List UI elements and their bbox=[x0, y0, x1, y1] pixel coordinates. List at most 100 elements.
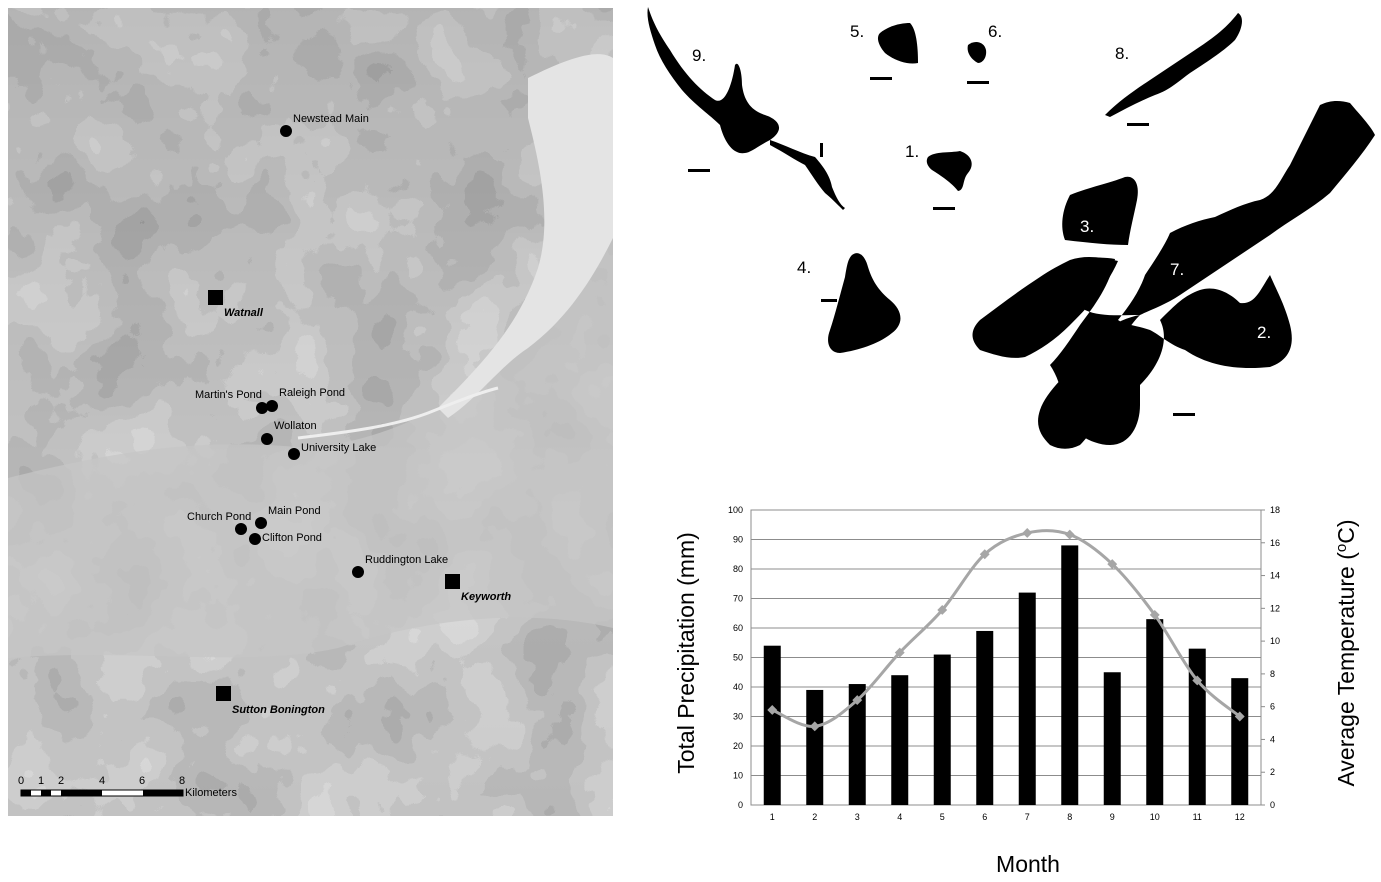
site-marker bbox=[280, 125, 292, 137]
y2-tick-label: 0 bbox=[1270, 800, 1275, 810]
temp-point bbox=[809, 721, 820, 732]
y2-tick-label: 16 bbox=[1270, 538, 1280, 548]
precip-bar bbox=[848, 684, 866, 805]
site-label: University Lake bbox=[301, 442, 376, 454]
site-university: University Lake bbox=[288, 442, 376, 460]
precip-bar bbox=[1103, 672, 1121, 805]
site-label: Raleigh Pond bbox=[279, 387, 345, 399]
station-label: Sutton Bonington bbox=[232, 704, 325, 716]
trent-valley bbox=[438, 54, 613, 418]
y2-tick-label: 4 bbox=[1270, 734, 1275, 744]
station-sutton: Sutton Bonington bbox=[216, 686, 325, 716]
y2-tick-label: 8 bbox=[1270, 669, 1275, 679]
y-tick-label: 60 bbox=[733, 623, 743, 633]
station-label: Watnall bbox=[224, 307, 264, 319]
y-tick-label: 20 bbox=[733, 741, 743, 751]
site-newstead: Newstead Main bbox=[280, 113, 369, 137]
site-markers: Newstead Main Martin's Pond Raleigh Pond… bbox=[187, 113, 448, 578]
lake-shape-6: 6. bbox=[967, 22, 1002, 84]
site-martins: Martin's Pond bbox=[195, 389, 268, 414]
x-tick-label: 12 bbox=[1235, 812, 1245, 822]
site-label: Martin's Pond bbox=[195, 389, 262, 401]
scale-tick-label: 0 bbox=[18, 775, 24, 787]
site-label: Church Pond bbox=[187, 511, 251, 523]
site-marker bbox=[249, 533, 261, 545]
precipitation-bars bbox=[763, 545, 1249, 805]
x-tick-label: 6 bbox=[982, 812, 987, 822]
y-tick-label: 80 bbox=[733, 564, 743, 574]
lake-shape-5: 5. bbox=[850, 22, 918, 80]
scale-tick-label: 4 bbox=[99, 775, 105, 787]
lake-label-5: 5. bbox=[850, 22, 864, 41]
lake-label-2: 2. bbox=[1257, 323, 1271, 342]
y2-tick-label: 6 bbox=[1270, 702, 1275, 712]
site-label: Ruddington Lake bbox=[365, 554, 448, 566]
y2-tick-label: 18 bbox=[1270, 505, 1280, 515]
x-tick-label: 9 bbox=[1110, 812, 1115, 822]
lake-label-1: 1. bbox=[905, 142, 919, 161]
y2-axis-title-sup: o bbox=[1333, 544, 1350, 552]
station-label: Keyworth bbox=[461, 591, 511, 603]
lake-label-6: 6. bbox=[988, 22, 1002, 41]
scale-bar-segment bbox=[41, 790, 51, 796]
temp-point bbox=[1234, 711, 1245, 722]
lake-label-8: 8. bbox=[1115, 44, 1129, 63]
site-ruddington: Ruddington Lake bbox=[352, 554, 448, 578]
climate-chart: 0 10 20 30 40 50 60 70 80 90 100 0 2 4 6 8 10 12 14 16 18 1 2 3… bbox=[660, 490, 1381, 877]
temp-point bbox=[1107, 559, 1118, 570]
y2-axis-title-main: Average Temperature ( bbox=[1333, 552, 1359, 787]
site-label: Wollaton bbox=[274, 420, 317, 432]
precip-bar bbox=[976, 630, 994, 805]
x-tick-label: 1 bbox=[770, 812, 775, 822]
lake-shape-3: 3. bbox=[1062, 176, 1138, 245]
y-tick-label: 90 bbox=[733, 535, 743, 545]
temp-point bbox=[767, 704, 778, 715]
y2-axis-title: Average Temperature (oC) bbox=[1333, 519, 1360, 786]
temp-point bbox=[1064, 529, 1075, 540]
scale-tick-label: 1 bbox=[38, 775, 44, 787]
site-clifton: Clifton Pond bbox=[249, 532, 322, 545]
x-tick-label: 7 bbox=[1025, 812, 1030, 822]
floodplain bbox=[8, 238, 613, 658]
x-tick-label: 10 bbox=[1150, 812, 1160, 822]
y-tick-label: 40 bbox=[733, 682, 743, 692]
y2-tick-label: 14 bbox=[1270, 571, 1280, 581]
x-axis-title: Month bbox=[996, 851, 1060, 877]
site-marker bbox=[288, 448, 300, 460]
scale-tick-label: 6 bbox=[139, 775, 145, 787]
lake-outlines-canvas: 9. 5. 6. 8. 1. 4. bbox=[647, 7, 1375, 449]
y2-tick-label: 2 bbox=[1270, 767, 1275, 777]
site-label: Newstead Main bbox=[293, 113, 369, 125]
station-keyworth: Keyworth bbox=[445, 574, 511, 603]
temp-point bbox=[979, 549, 990, 560]
scale-unit: Kilometers bbox=[185, 787, 237, 799]
precip-bar bbox=[891, 675, 909, 805]
site-marker bbox=[235, 523, 247, 535]
station-marker bbox=[216, 686, 231, 701]
station-marker bbox=[445, 574, 460, 589]
precip-bar bbox=[1146, 619, 1164, 805]
x-tick-label: 8 bbox=[1067, 812, 1072, 822]
station-marker bbox=[208, 290, 223, 305]
scale-tick-label: 8 bbox=[179, 775, 185, 787]
x-tick-label: 2 bbox=[812, 812, 817, 822]
site-marker bbox=[266, 400, 278, 412]
lake-label-9: 9. bbox=[692, 46, 706, 65]
scale-tick-label: 2 bbox=[58, 775, 64, 787]
lake-label-4: 4. bbox=[797, 258, 811, 277]
x-tick-label: 5 bbox=[940, 812, 945, 822]
temp-point bbox=[894, 647, 905, 658]
site-main: Main Pond bbox=[255, 505, 321, 529]
lake-label-7: 7. bbox=[1170, 260, 1184, 279]
y2-axis-title-end: C) bbox=[1333, 519, 1359, 543]
lake-shape-4: 4. bbox=[797, 253, 901, 353]
site-marker bbox=[255, 517, 267, 529]
site-label: Main Pond bbox=[268, 505, 321, 517]
site-church: Church Pond bbox=[187, 511, 251, 535]
lake-shape-2-7: 7. 2. bbox=[972, 100, 1375, 449]
river-trent bbox=[297, 386, 499, 440]
site-raleigh: Raleigh Pond bbox=[266, 387, 345, 412]
x-tick-label: 11 bbox=[1193, 812, 1202, 822]
